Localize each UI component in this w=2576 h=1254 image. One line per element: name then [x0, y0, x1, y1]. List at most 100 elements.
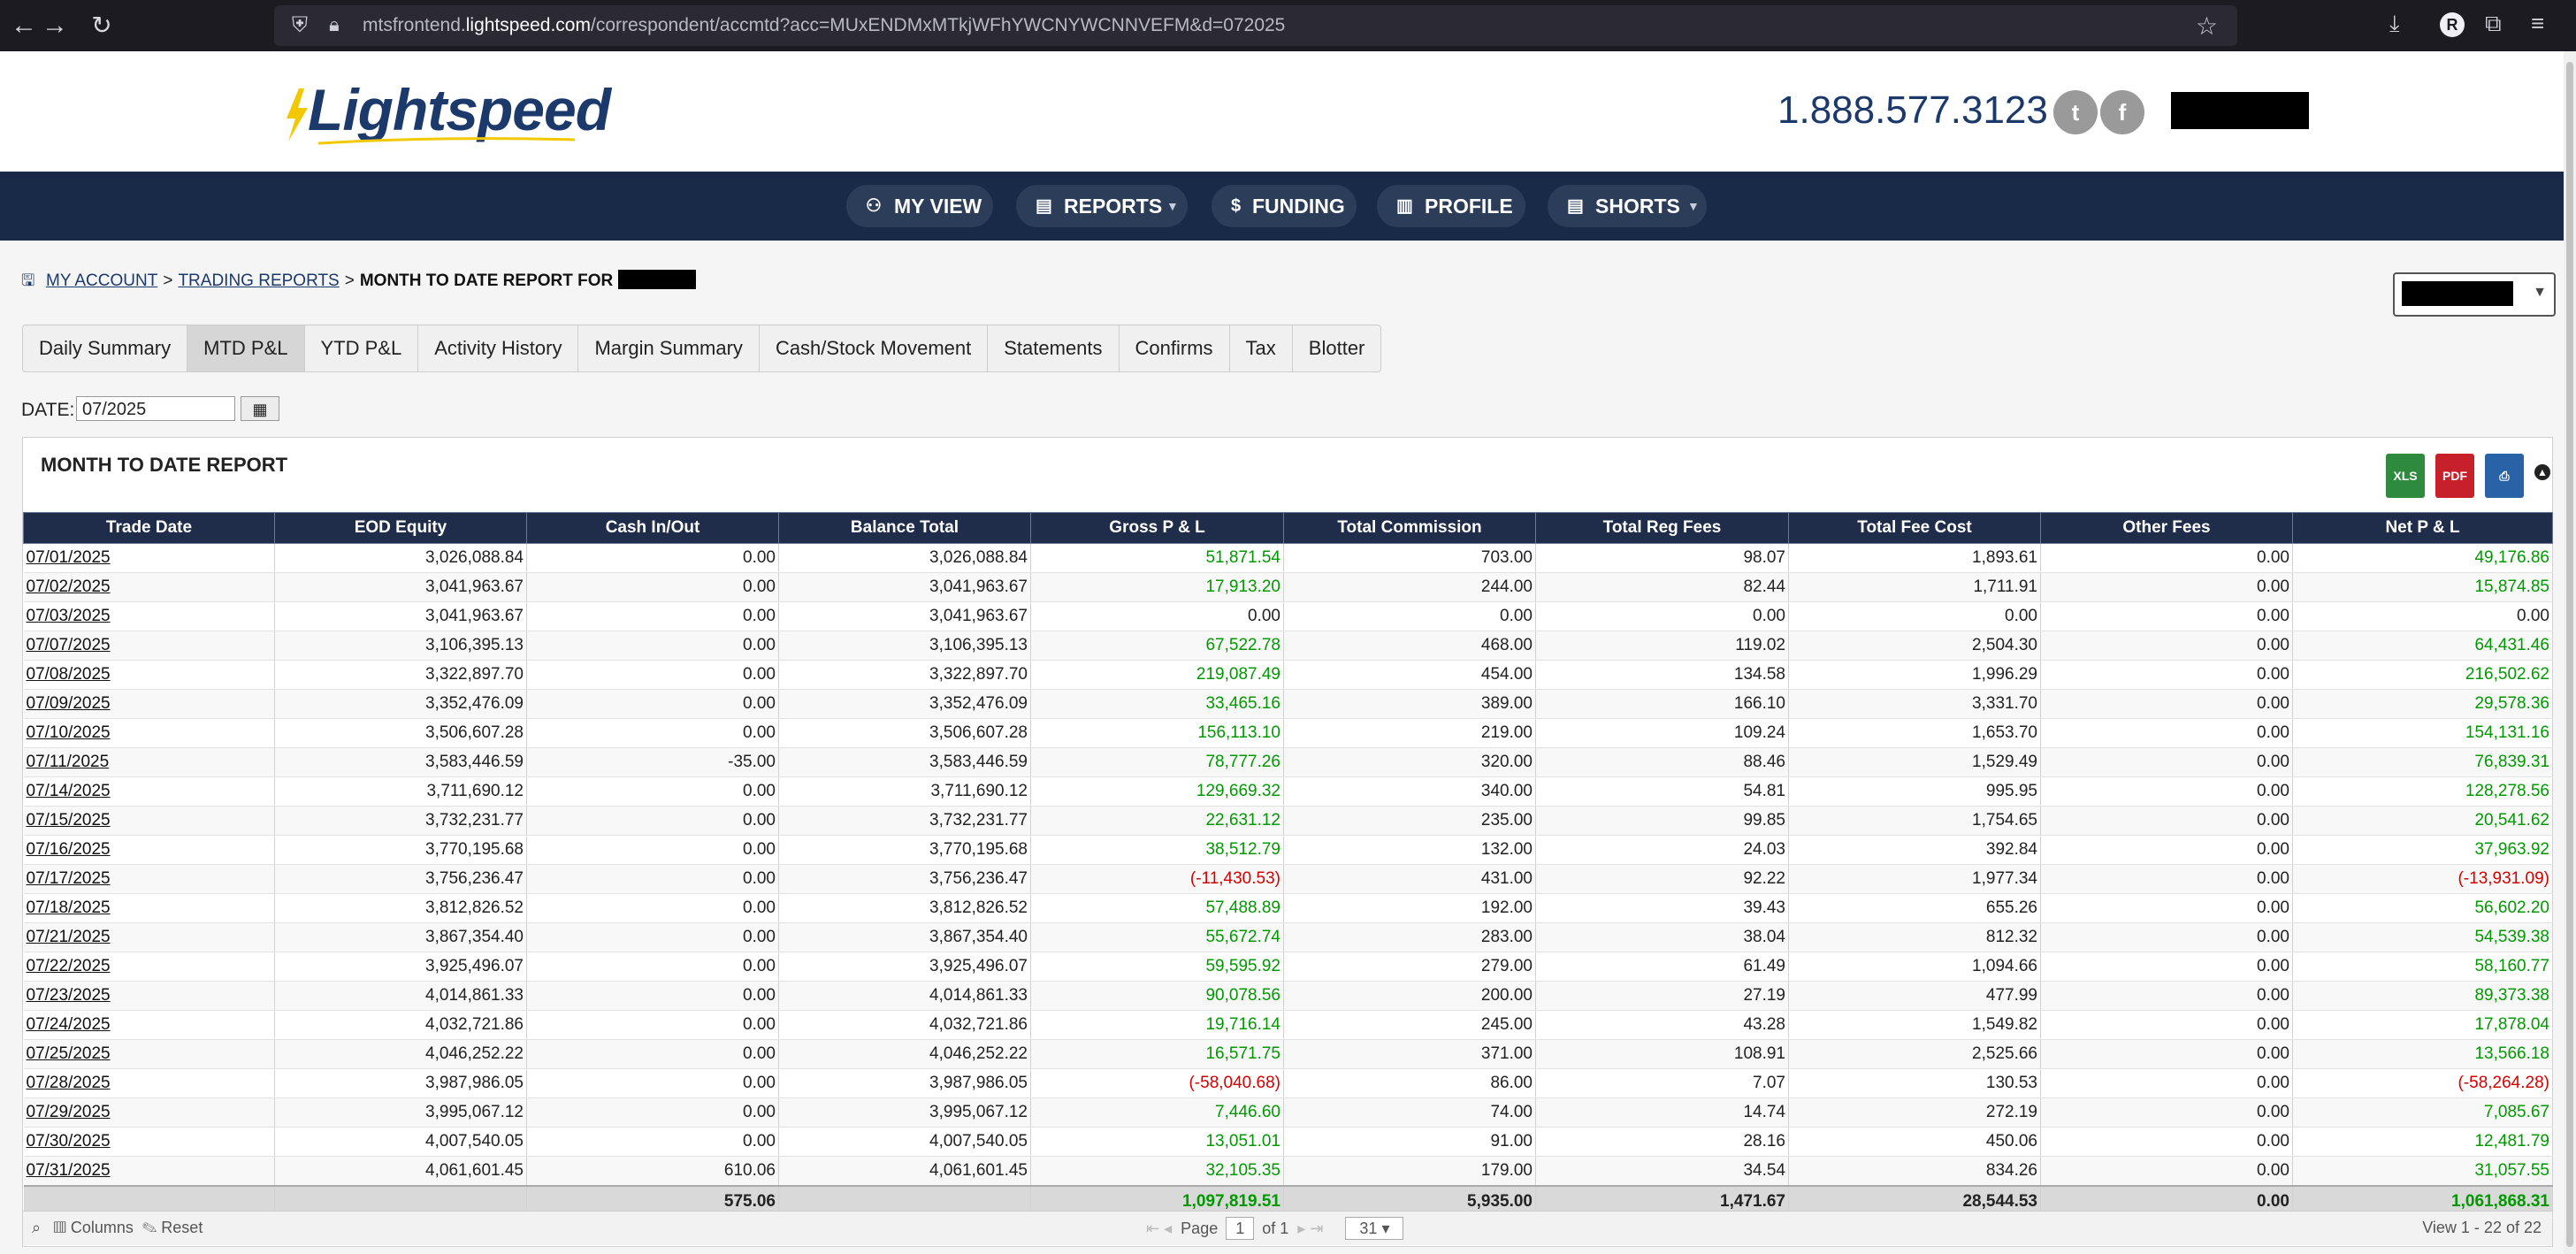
table-row[interactable]: 07/30/2025 4,007,540.05 0.00 4,007,540.05 13… [23, 1127, 2553, 1157]
trade-date-link[interactable]: 07/30/2025 [26, 1132, 111, 1151]
trade-date-link[interactable]: 07/02/2025 [26, 577, 111, 596]
tab-mtd-p-l[interactable]: MTD P&L [187, 325, 305, 371]
first-page-icon[interactable]: ⇤ [1146, 1220, 1160, 1237]
profile-avatar[interactable]: R [2440, 12, 2465, 37]
table-row[interactable]: 07/01/2025 3,026,088.84 0.00 3,026,088.84 51… [23, 543, 2553, 573]
table-row[interactable]: 07/15/2025 3,732,231.77 0.00 3,732,231.77 22… [23, 806, 2553, 836]
tab-activity-history[interactable]: Activity History [418, 325, 579, 371]
last-page-icon[interactable]: ⇥ [1310, 1220, 1324, 1237]
trade-date-link[interactable]: 07/15/2025 [26, 811, 111, 830]
trade-date-link[interactable]: 07/09/2025 [26, 694, 111, 713]
trade-date-link[interactable]: 07/11/2025 [26, 753, 110, 771]
trade-date-link[interactable]: 07/22/2025 [26, 957, 111, 975]
trade-date-link[interactable]: 07/08/2025 [26, 665, 111, 684]
trade-date-link[interactable]: 07/29/2025 [26, 1103, 111, 1121]
trade-date-link[interactable]: 07/24/2025 [26, 1015, 111, 1034]
table-row[interactable]: 07/25/2025 4,046,252.22 0.00 4,046,252.22 16… [23, 1039, 2553, 1069]
table-row[interactable]: 07/18/2025 3,812,826.52 0.00 3,812,826.52 57… [23, 893, 2553, 923]
calendar-icon[interactable]: ▦ [241, 396, 279, 421]
nav-reports[interactable]: ▤ REPORTS ▼ [1016, 185, 1188, 227]
table-row[interactable]: 07/09/2025 3,352,476.09 0.00 3,352,476.09 33… [23, 689, 2553, 719]
column-header[interactable]: Total Fee Cost [1788, 512, 2041, 544]
trade-date-link[interactable]: 07/23/2025 [26, 986, 111, 1005]
table-row[interactable]: 07/22/2025 3,925,496.07 0.00 3,925,496.07 59… [23, 952, 2553, 982]
column-header[interactable]: Net P & L [2292, 512, 2553, 544]
excel-export-icon[interactable]: XLS [2386, 454, 2425, 498]
trade-date-link[interactable]: 07/01/2025 [26, 548, 111, 567]
table-row[interactable]: 07/31/2025 4,061,601.45 610.06 4,061,601.45… [23, 1156, 2553, 1187]
tab-blotter[interactable]: Blotter [1308, 337, 1365, 359]
columns-icon[interactable]: ▥ [54, 1219, 66, 1236]
tab-margin-summary[interactable]: Margin Summary [578, 325, 760, 371]
column-header[interactable]: Gross P & L [1030, 512, 1284, 544]
trade-date-link[interactable]: 07/14/2025 [26, 782, 111, 800]
nav-shorts[interactable]: ▤ SHORTS ▼ [1548, 185, 1707, 227]
menu-icon[interactable]: ≡ [2531, 10, 2545, 36]
trade-date-link[interactable]: 07/21/2025 [26, 928, 111, 946]
table-row[interactable]: 07/23/2025 4,014,861.33 0.00 4,014,861.33 90… [23, 981, 2553, 1011]
date-input[interactable]: 07/2025 [76, 396, 235, 421]
pdf-export-icon[interactable]: PDF [2435, 454, 2474, 498]
trade-date-link[interactable]: 07/07/2025 [26, 636, 111, 654]
search-icon[interactable]: ⌕ [32, 1219, 42, 1236]
address-bar[interactable]: ⛨ 🔒︎ mtsfrontend.lightspeed.com/correspo… [274, 5, 2237, 46]
forward-icon[interactable]: → [42, 11, 68, 40]
twitter-icon[interactable]: t [2053, 90, 2098, 134]
page-input[interactable]: 1 [1226, 1217, 1255, 1240]
reset-button[interactable]: Reset [161, 1219, 203, 1236]
lock-icon[interactable]: 🔒︎ [329, 13, 340, 35]
table-row[interactable]: 07/02/2025 3,041,963.67 0.00 3,041,963.67 17… [23, 572, 2553, 602]
print-icon[interactable]: ⎙ [2485, 454, 2524, 498]
table-row[interactable]: 07/21/2025 3,867,354.40 0.00 3,867,354.40 55… [23, 922, 2553, 952]
account-select[interactable]: ▼ [2393, 272, 2556, 317]
trade-date-link[interactable]: 07/03/2025 [26, 607, 111, 625]
column-header[interactable]: Total Commission [1283, 512, 1536, 544]
breadcrumb-my-account[interactable]: MY ACCOUNT [46, 271, 158, 290]
rows-per-page-select[interactable]: 31 ▾ [1345, 1217, 1404, 1240]
table-row[interactable]: 07/10/2025 3,506,607.28 0.00 3,506,607.28 15… [23, 718, 2553, 748]
trade-date-link[interactable]: 07/16/2025 [26, 840, 111, 859]
tab-daily-summary[interactable]: Daily Summary [23, 325, 188, 371]
tab-confirms[interactable]: Confirms [1120, 325, 1230, 371]
tab-tax[interactable]: Tax [1230, 325, 1293, 371]
table-row[interactable]: 07/16/2025 3,770,195.68 0.00 3,770,195.68 38… [23, 835, 2553, 865]
trade-date-link[interactable]: 07/31/2025 [26, 1161, 111, 1180]
trade-date-link[interactable]: 07/25/2025 [26, 1044, 111, 1063]
columns-button[interactable]: Columns [70, 1219, 134, 1236]
bookmark-star-icon[interactable]: ☆ [2195, 12, 2218, 40]
column-header[interactable]: Other Fees [2040, 512, 2293, 544]
trade-date-link[interactable]: 07/17/2025 [26, 869, 111, 888]
lightspeed-logo[interactable]: Lightspeed [283, 69, 611, 149]
trade-date-link[interactable]: 07/28/2025 [26, 1074, 111, 1092]
back-icon[interactable]: ← [11, 11, 37, 40]
nav-profile[interactable]: ▥ PROFILE [1377, 185, 1525, 227]
nav-funding[interactable]: $ FUNDING [1212, 185, 1357, 227]
extensions-icon[interactable]: ⧉ [2485, 10, 2502, 36]
trade-date-link[interactable]: 07/18/2025 [26, 898, 111, 917]
reload-icon[interactable]: ↻ [91, 11, 112, 39]
table-row[interactable]: 07/14/2025 3,711,690.12 0.00 3,711,690.12 12… [23, 776, 2553, 807]
table-row[interactable]: 07/11/2025 3,583,446.59 -35.00 3,583,446.59… [23, 747, 2553, 777]
table-row[interactable]: 07/28/2025 3,987,986.05 0.00 3,987,986.05 (-… [23, 1068, 2553, 1098]
column-header[interactable]: Balance Total [778, 512, 1031, 544]
column-header[interactable]: EOD Equity [274, 512, 527, 544]
downloads-icon[interactable]: ⤓ [2389, 10, 2400, 36]
url-text[interactable]: mtsfrontend.lightspeed.com/correspondent… [363, 15, 1286, 35]
facebook-icon[interactable]: f [2100, 90, 2144, 134]
shield-icon[interactable]: ⛨ [292, 13, 308, 37]
table-row[interactable]: 07/03/2025 3,041,963.67 0.00 3,041,963.67 0.… [23, 601, 2553, 631]
tab-cash-stock-movement[interactable]: Cash/Stock Movement [760, 325, 989, 371]
tab-statements[interactable]: Statements [988, 325, 1120, 371]
next-page-icon[interactable]: ▸ [1297, 1220, 1306, 1237]
table-row[interactable]: 07/24/2025 4,032,721.86 0.00 4,032,721.86 19… [23, 1010, 2553, 1040]
tab-ytd-p-l[interactable]: YTD P&L [305, 325, 419, 371]
column-header[interactable]: Total Reg Fees [1535, 512, 1789, 544]
nav-my-view[interactable]: ⚇ MY VIEW [846, 185, 993, 227]
column-header[interactable]: Cash In/Out [526, 512, 779, 544]
table-row[interactable]: 07/07/2025 3,106,395.13 0.00 3,106,395.13 67… [23, 631, 2553, 661]
collapse-icon[interactable]: ▲ [2534, 464, 2550, 480]
trade-date-link[interactable]: 07/10/2025 [26, 723, 111, 742]
table-row[interactable]: 07/17/2025 3,756,236.47 0.00 3,756,236.47 (-… [23, 864, 2553, 894]
column-header[interactable]: Trade Date [23, 512, 275, 544]
reset-icon[interactable]: ✎ [141, 1219, 157, 1236]
